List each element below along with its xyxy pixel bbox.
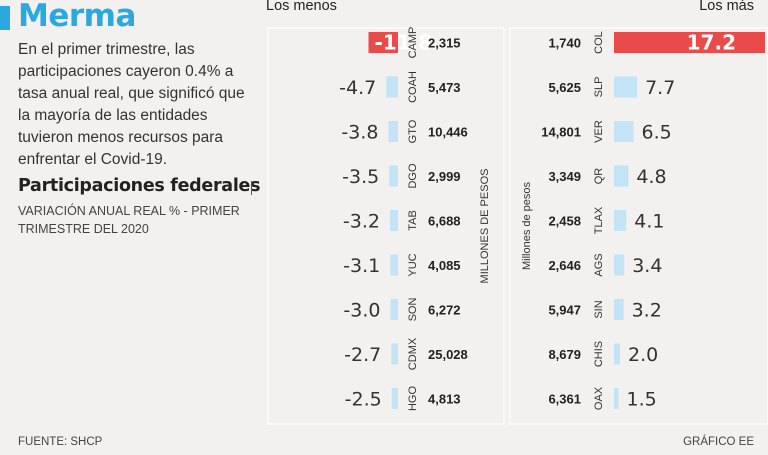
value-label-right-slp: 7.7 — [645, 77, 675, 99]
bar-right-oax — [614, 388, 619, 409]
amount-left: 2,999 — [428, 169, 461, 184]
chart-description: En el primer trimestre, las participacio… — [18, 41, 245, 168]
value-label-right-ver: 6.5 — [642, 122, 672, 144]
value-label-left-dgo: -3.5 — [342, 166, 379, 188]
bar-left-cdmx — [391, 343, 398, 365]
left-panel-header: Los menos — [266, 0, 337, 14]
state-label-left: CDMX — [407, 337, 419, 370]
state-label-left: HGO — [407, 386, 419, 412]
bar-left-camp — [368, 32, 398, 53]
bar-right-ags — [614, 254, 625, 276]
state-label-left: DGO — [407, 163, 419, 189]
amount-left: 2,315 — [428, 36, 461, 51]
value-label-left-camp: -11.8 — [375, 31, 433, 55]
bar-left-hgo — [391, 388, 398, 409]
amount-left: 10,446 — [428, 125, 468, 140]
value-label-left-gto: -3.8 — [341, 122, 378, 144]
value-label-right-oax: 1.5 — [627, 389, 657, 411]
amount-left: 6,688 — [428, 214, 461, 229]
amount-left: 4,085 — [428, 258, 461, 273]
bar-right-ver — [614, 121, 634, 142]
left-unit-label: MILLONES DE PESOS — [479, 169, 491, 284]
bar-right-qr — [614, 165, 629, 187]
value-label-right-ags: 3.4 — [632, 255, 662, 277]
value-label-right-chis: 2.0 — [628, 344, 658, 366]
state-label-right: VER — [593, 120, 605, 143]
value-label-left-son: -3.0 — [343, 300, 380, 322]
amount-right: 3,349 — [548, 169, 581, 184]
state-label-right: CHIS — [593, 341, 605, 367]
value-label-left-tab: -3.2 — [343, 211, 380, 233]
value-label-right-sin: 3.2 — [632, 300, 662, 322]
value-label-right-qr: 4.8 — [636, 166, 666, 188]
amount-right: 14,801 — [541, 125, 581, 140]
state-label-right: COL — [593, 31, 605, 54]
state-label-left: GTO — [407, 119, 419, 143]
bar-left-tab — [390, 210, 398, 231]
bar-left-gto — [388, 121, 398, 142]
state-label-left: SON — [407, 298, 419, 322]
subtitle-divider — [251, 181, 252, 195]
bar-right-col — [614, 32, 765, 53]
chart-title: Merma — [0, 0, 136, 34]
state-label-left: COAH — [407, 71, 419, 103]
amount-right: 5,625 — [548, 80, 581, 95]
graphic-credit: GRÁFICO EE — [683, 436, 754, 448]
value-label-right-col: 17.2 — [687, 31, 736, 55]
amount-right: 1,740 — [548, 36, 581, 51]
state-label-right: TLAX — [593, 206, 605, 234]
amount-right: 8,679 — [548, 347, 581, 362]
right-unit-label: Millones de pesos — [521, 181, 533, 270]
state-label-right: AGS — [593, 253, 605, 276]
value-label-right-tlax: 4.1 — [634, 211, 664, 233]
bar-left-yuc — [390, 254, 398, 276]
amount-left: 4,813 — [428, 392, 461, 407]
source-note: FUENTE: SHCP — [18, 436, 103, 448]
value-label-left-cdmx: -2.7 — [344, 344, 381, 366]
chart-subtitle-units: VARIACIÓN ANUAL REAL % - PRIMER TRIMESTR… — [18, 204, 240, 236]
state-label-right: SIN — [593, 300, 605, 318]
amount-left: 25,028 — [428, 347, 468, 362]
bar-right-tlax — [614, 210, 627, 231]
amount-right: 2,646 — [548, 258, 581, 273]
amount-left: 5,473 — [428, 80, 461, 95]
state-label-right: OAX — [593, 386, 605, 410]
state-label-right: SLP — [593, 77, 605, 98]
bar-right-slp — [614, 76, 638, 98]
bar-right-chis — [614, 343, 620, 365]
state-label-left: CAMP — [407, 27, 419, 59]
amount-left: 6,272 — [428, 303, 461, 318]
left-panel-frame — [267, 27, 505, 425]
bar-right-sin — [614, 299, 624, 320]
bar-left-dgo — [389, 165, 398, 187]
amount-right: 6,361 — [548, 392, 581, 407]
state-label-left: YUC — [407, 253, 419, 276]
value-label-left-yuc: -3.1 — [343, 255, 380, 277]
right-panel-header: Los más — [699, 0, 754, 14]
chart-subtitle: Participaciones federales — [18, 176, 261, 196]
amount-right: 5,947 — [548, 303, 581, 318]
value-label-left-coah: -4.7 — [339, 77, 376, 99]
state-label-left: TAB — [407, 210, 419, 231]
amount-right: 2,458 — [548, 214, 581, 229]
state-label-right: QR — [593, 168, 605, 185]
right-panel-frame — [509, 27, 768, 425]
bar-left-coah — [386, 76, 398, 98]
bar-left-son — [390, 299, 398, 320]
value-label-left-hgo: -2.5 — [345, 389, 382, 411]
